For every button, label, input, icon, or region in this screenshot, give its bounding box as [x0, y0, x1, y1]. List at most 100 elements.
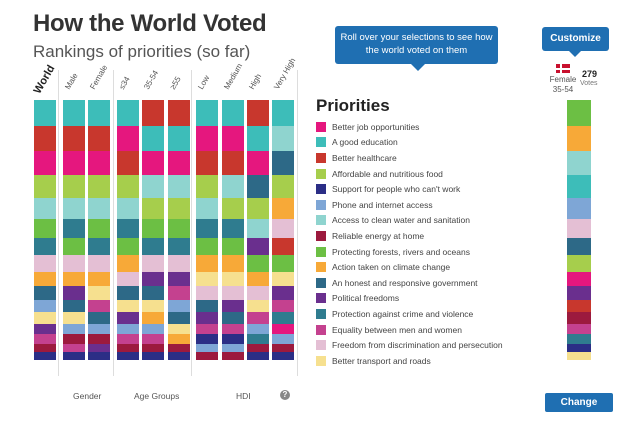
priority-segment[interactable] — [142, 352, 164, 361]
priority-segment[interactable] — [247, 219, 269, 239]
ranking-column[interactable] — [196, 100, 218, 361]
priority-segment[interactable] — [117, 219, 139, 239]
priority-segment[interactable] — [272, 150, 294, 175]
priority-segment[interactable] — [34, 271, 56, 287]
priority-segment[interactable] — [247, 312, 269, 324]
priority-segment[interactable] — [142, 255, 164, 272]
priority-segment[interactable] — [117, 299, 139, 313]
priority-segment[interactable] — [222, 174, 244, 198]
priority-segment[interactable] — [168, 299, 190, 313]
priority-segment[interactable] — [88, 271, 110, 287]
priority-segment[interactable] — [88, 238, 110, 256]
priority-segment[interactable] — [196, 323, 218, 335]
priority-segment[interactable] — [63, 312, 85, 324]
priority-segment[interactable] — [222, 255, 244, 272]
priority-segment[interactable] — [222, 197, 244, 219]
priority-segment[interactable] — [117, 197, 139, 219]
priority-segment[interactable] — [34, 125, 56, 151]
priority-segment[interactable] — [117, 125, 139, 151]
priority-segment[interactable] — [34, 334, 56, 344]
priority-segment[interactable] — [196, 312, 218, 324]
priority-segment[interactable] — [247, 334, 269, 344]
change-button[interactable]: Change — [545, 393, 613, 412]
priority-segment[interactable] — [196, 174, 218, 198]
priority-segment[interactable] — [196, 238, 218, 256]
selection-column[interactable] — [567, 100, 591, 361]
priority-segment[interactable] — [34, 343, 56, 353]
priority-segment[interactable] — [247, 100, 269, 126]
priority-segment[interactable] — [142, 125, 164, 151]
priority-segment[interactable] — [142, 343, 164, 353]
priority-segment[interactable] — [168, 312, 190, 324]
priority-segment[interactable] — [168, 174, 190, 198]
priority-segment[interactable] — [63, 299, 85, 313]
priority-segment[interactable] — [168, 352, 190, 361]
priority-segment[interactable] — [142, 100, 164, 126]
priority-segment[interactable] — [88, 255, 110, 272]
priority-segment[interactable] — [63, 174, 85, 198]
priority-segment[interactable] — [222, 352, 244, 361]
priority-segment[interactable] — [272, 100, 294, 126]
priority-segment[interactable] — [196, 352, 218, 361]
priority-segment[interactable] — [34, 238, 56, 256]
priority-segment[interactable] — [222, 312, 244, 324]
priority-segment[interactable] — [34, 323, 56, 335]
selection-segment[interactable] — [567, 150, 591, 175]
priority-segment[interactable] — [247, 150, 269, 175]
priority-segment[interactable] — [247, 125, 269, 151]
priority-segment[interactable] — [34, 299, 56, 313]
priority-segment[interactable] — [117, 238, 139, 256]
priority-segment[interactable] — [196, 100, 218, 126]
priority-segment[interactable] — [88, 299, 110, 313]
priority-segment[interactable] — [117, 334, 139, 344]
priority-segment[interactable] — [272, 312, 294, 324]
selection-segment[interactable] — [567, 312, 591, 324]
priority-segment[interactable] — [142, 323, 164, 335]
selection-segment[interactable] — [567, 286, 591, 300]
ranking-column[interactable] — [168, 100, 190, 361]
priority-segment[interactable] — [142, 238, 164, 256]
priority-segment[interactable] — [247, 174, 269, 198]
priority-segment[interactable] — [142, 150, 164, 175]
priority-segment[interactable] — [272, 125, 294, 151]
priority-segment[interactable] — [196, 343, 218, 353]
priority-segment[interactable] — [117, 174, 139, 198]
priority-segment[interactable] — [222, 150, 244, 175]
priority-segment[interactable] — [34, 312, 56, 324]
priority-segment[interactable] — [117, 352, 139, 361]
priority-segment[interactable] — [196, 219, 218, 239]
priority-segment[interactable] — [88, 343, 110, 353]
priority-segment[interactable] — [168, 100, 190, 126]
priority-segment[interactable] — [117, 100, 139, 126]
priority-segment[interactable] — [222, 100, 244, 126]
priority-segment[interactable] — [117, 312, 139, 324]
priority-segment[interactable] — [168, 219, 190, 239]
selection-segment[interactable] — [567, 238, 591, 256]
priority-segment[interactable] — [168, 150, 190, 175]
priority-segment[interactable] — [34, 197, 56, 219]
priority-segment[interactable] — [34, 219, 56, 239]
selection-segment[interactable] — [567, 299, 591, 313]
priority-segment[interactable] — [168, 125, 190, 151]
priority-segment[interactable] — [63, 219, 85, 239]
priority-segment[interactable] — [272, 197, 294, 219]
priority-segment[interactable] — [222, 334, 244, 344]
priority-segment[interactable] — [34, 255, 56, 272]
priority-segment[interactable] — [63, 343, 85, 353]
priority-segment[interactable] — [196, 286, 218, 300]
priority-segment[interactable] — [222, 343, 244, 353]
priority-segment[interactable] — [272, 286, 294, 300]
priority-segment[interactable] — [63, 255, 85, 272]
selection-segment[interactable] — [567, 125, 591, 151]
priority-segment[interactable] — [88, 150, 110, 175]
priority-segment[interactable] — [168, 323, 190, 335]
priority-segment[interactable] — [272, 238, 294, 256]
priority-segment[interactable] — [117, 150, 139, 175]
priority-segment[interactable] — [34, 100, 56, 126]
selection-segment[interactable] — [567, 174, 591, 198]
ranking-column[interactable] — [142, 100, 164, 361]
priority-segment[interactable] — [142, 219, 164, 239]
priority-segment[interactable] — [117, 255, 139, 272]
priority-segment[interactable] — [142, 174, 164, 198]
priority-segment[interactable] — [272, 323, 294, 335]
